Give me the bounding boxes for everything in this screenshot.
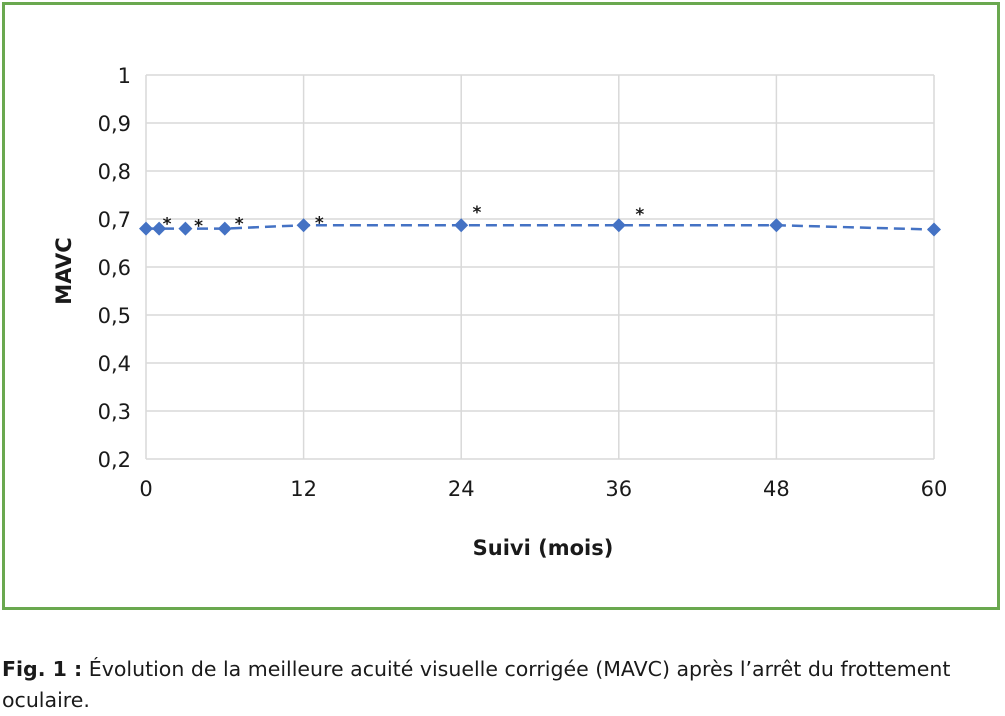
y-tick-label: 1 bbox=[118, 64, 131, 88]
x-axis-ticks: 0 12 24 36 48 60 bbox=[139, 477, 947, 501]
caption-lead: Fig. 1 : bbox=[2, 657, 83, 681]
y-axis-title: MAVC bbox=[52, 237, 76, 304]
data-point-diamond bbox=[454, 218, 469, 233]
x-tick-label: 60 bbox=[921, 477, 948, 501]
line-chart: 0,20,30,40,50,60,70,80,91 0 12 24 36 48 60 * *… bbox=[52, 64, 947, 560]
x-tick-label: 12 bbox=[290, 477, 317, 501]
annotations: * * * * * * bbox=[163, 203, 645, 236]
significance-asterisk: * bbox=[235, 215, 244, 235]
y-tick-label: 0,8 bbox=[98, 160, 131, 184]
x-axis-title: Suivi (mois) bbox=[473, 536, 614, 560]
significance-asterisk: * bbox=[473, 203, 482, 223]
significance-asterisk: * bbox=[163, 215, 172, 235]
y-tick-label: 0,6 bbox=[98, 256, 131, 280]
significance-asterisk: * bbox=[635, 205, 644, 225]
caption-text: Évolution de la meilleure acuité visuell… bbox=[2, 657, 951, 712]
data-point-diamond bbox=[769, 218, 784, 233]
y-tick-label: 0,4 bbox=[98, 352, 131, 376]
y-tick-label: 0,9 bbox=[98, 112, 131, 136]
y-axis-ticks: 0,2 0,3 0,4 0,5 0,6 0,7 0,8 0,9 1 bbox=[98, 64, 131, 472]
significance-asterisk: * bbox=[315, 214, 324, 234]
x-tick-label: 0 bbox=[139, 477, 152, 501]
x-tick-label: 24 bbox=[448, 477, 475, 501]
data-point-diamond bbox=[927, 222, 941, 237]
y-tick-label: 0,7 bbox=[98, 208, 131, 232]
data-point-diamond bbox=[611, 218, 626, 233]
data-point-diamond bbox=[178, 221, 193, 236]
significance-asterisk: * bbox=[194, 216, 203, 236]
figure-frame: 0,2 0,3 0,4 0,5 0,6 0,7 0,8 0,9 1 0 12 24 36 48 60 * *… bbox=[2, 2, 1000, 610]
y-tick-label: 0,3 bbox=[98, 400, 131, 424]
gridlines bbox=[145, 74, 935, 460]
x-tick-label: 48 bbox=[763, 477, 790, 501]
y-tick-label: 0,5 bbox=[98, 304, 131, 328]
series-line bbox=[146, 223, 935, 231]
figure-caption: Fig. 1 : Évolution de la meilleure acuit… bbox=[2, 654, 1002, 716]
data-point-diamond bbox=[139, 221, 153, 236]
x-tick-label: 36 bbox=[605, 477, 632, 501]
data-point-diamond bbox=[296, 218, 311, 233]
series-layer bbox=[139, 218, 941, 237]
y-tick-label: 0,2 bbox=[98, 448, 131, 472]
data-point-diamond bbox=[152, 221, 167, 236]
data-point-diamond bbox=[217, 221, 232, 236]
